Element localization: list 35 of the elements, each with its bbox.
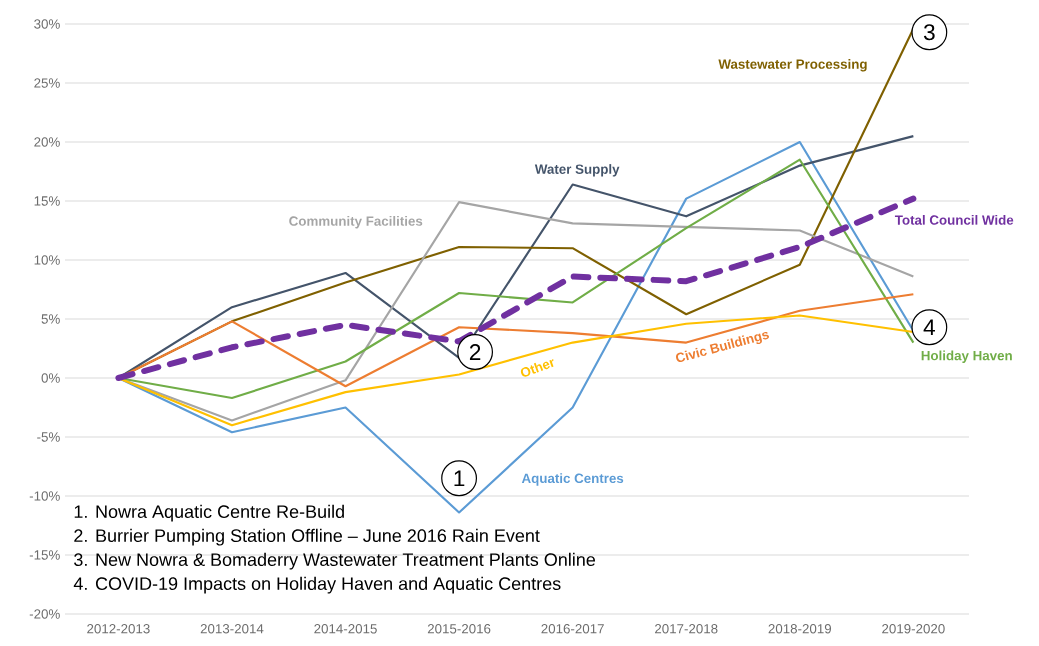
- y-tick-label: -20%: [29, 609, 60, 619]
- annotation: 2. Burrier Pumping Station Offline – June 2016 Rain Event: [74, 528, 540, 546]
- x-tick-label: 2012-2013: [87, 624, 150, 634]
- y-tick-label: 10%: [34, 255, 60, 265]
- y-tick-label: -15%: [29, 550, 60, 560]
- x-tick-label: 2014-2015: [314, 624, 377, 634]
- series-label: Aquatic Centres: [521, 473, 624, 486]
- x-tick-label: 2018-2019: [768, 624, 832, 634]
- y-tick-label: -5%: [37, 432, 60, 442]
- y-tick-label: 15%: [34, 196, 60, 206]
- y-tick-label: -10%: [29, 491, 60, 501]
- annotation: 1: [454, 470, 465, 487]
- series-label: Wastewater Processing: [718, 59, 867, 72]
- x-tick-label: 2013-2014: [200, 624, 264, 634]
- y-tick-label: 20%: [34, 137, 60, 147]
- series-label: Water Supply: [534, 164, 620, 177]
- y-tick-label: 0%: [41, 373, 60, 383]
- annotation: 3: [923, 24, 935, 41]
- x-tick-label: 2016-2017: [541, 624, 604, 634]
- series-label: Total Council Wide: [894, 214, 1014, 225]
- x-tick-label: 2019-2020: [882, 624, 945, 634]
- text: Civic Buildings: [676, 331, 769, 363]
- annotation: 4. COVID-19 Impacts on Holiday Haven and Aquatic Centres: [73, 576, 561, 594]
- y-tick-label: 30%: [34, 19, 60, 29]
- text: Other: [520, 359, 554, 377]
- annotation: 2: [469, 344, 481, 360]
- x-tick-label: 2015-2016: [427, 624, 491, 634]
- series-label: Community Facilities: [289, 216, 423, 229]
- annotation: 1. Nowra Aquatic Centre Re-Build: [74, 504, 344, 522]
- y-tick-label: 5%: [41, 314, 60, 324]
- y-tick-label: 25%: [34, 78, 60, 88]
- x-tick-label: 2017-2018: [655, 624, 718, 634]
- series-label: Holiday Haven: [921, 350, 1012, 363]
- annotation: 4: [923, 319, 935, 336]
- annotation: 3. New Nowra & Bomaderry Wastewater Treatment Plants Online: [74, 552, 596, 570]
